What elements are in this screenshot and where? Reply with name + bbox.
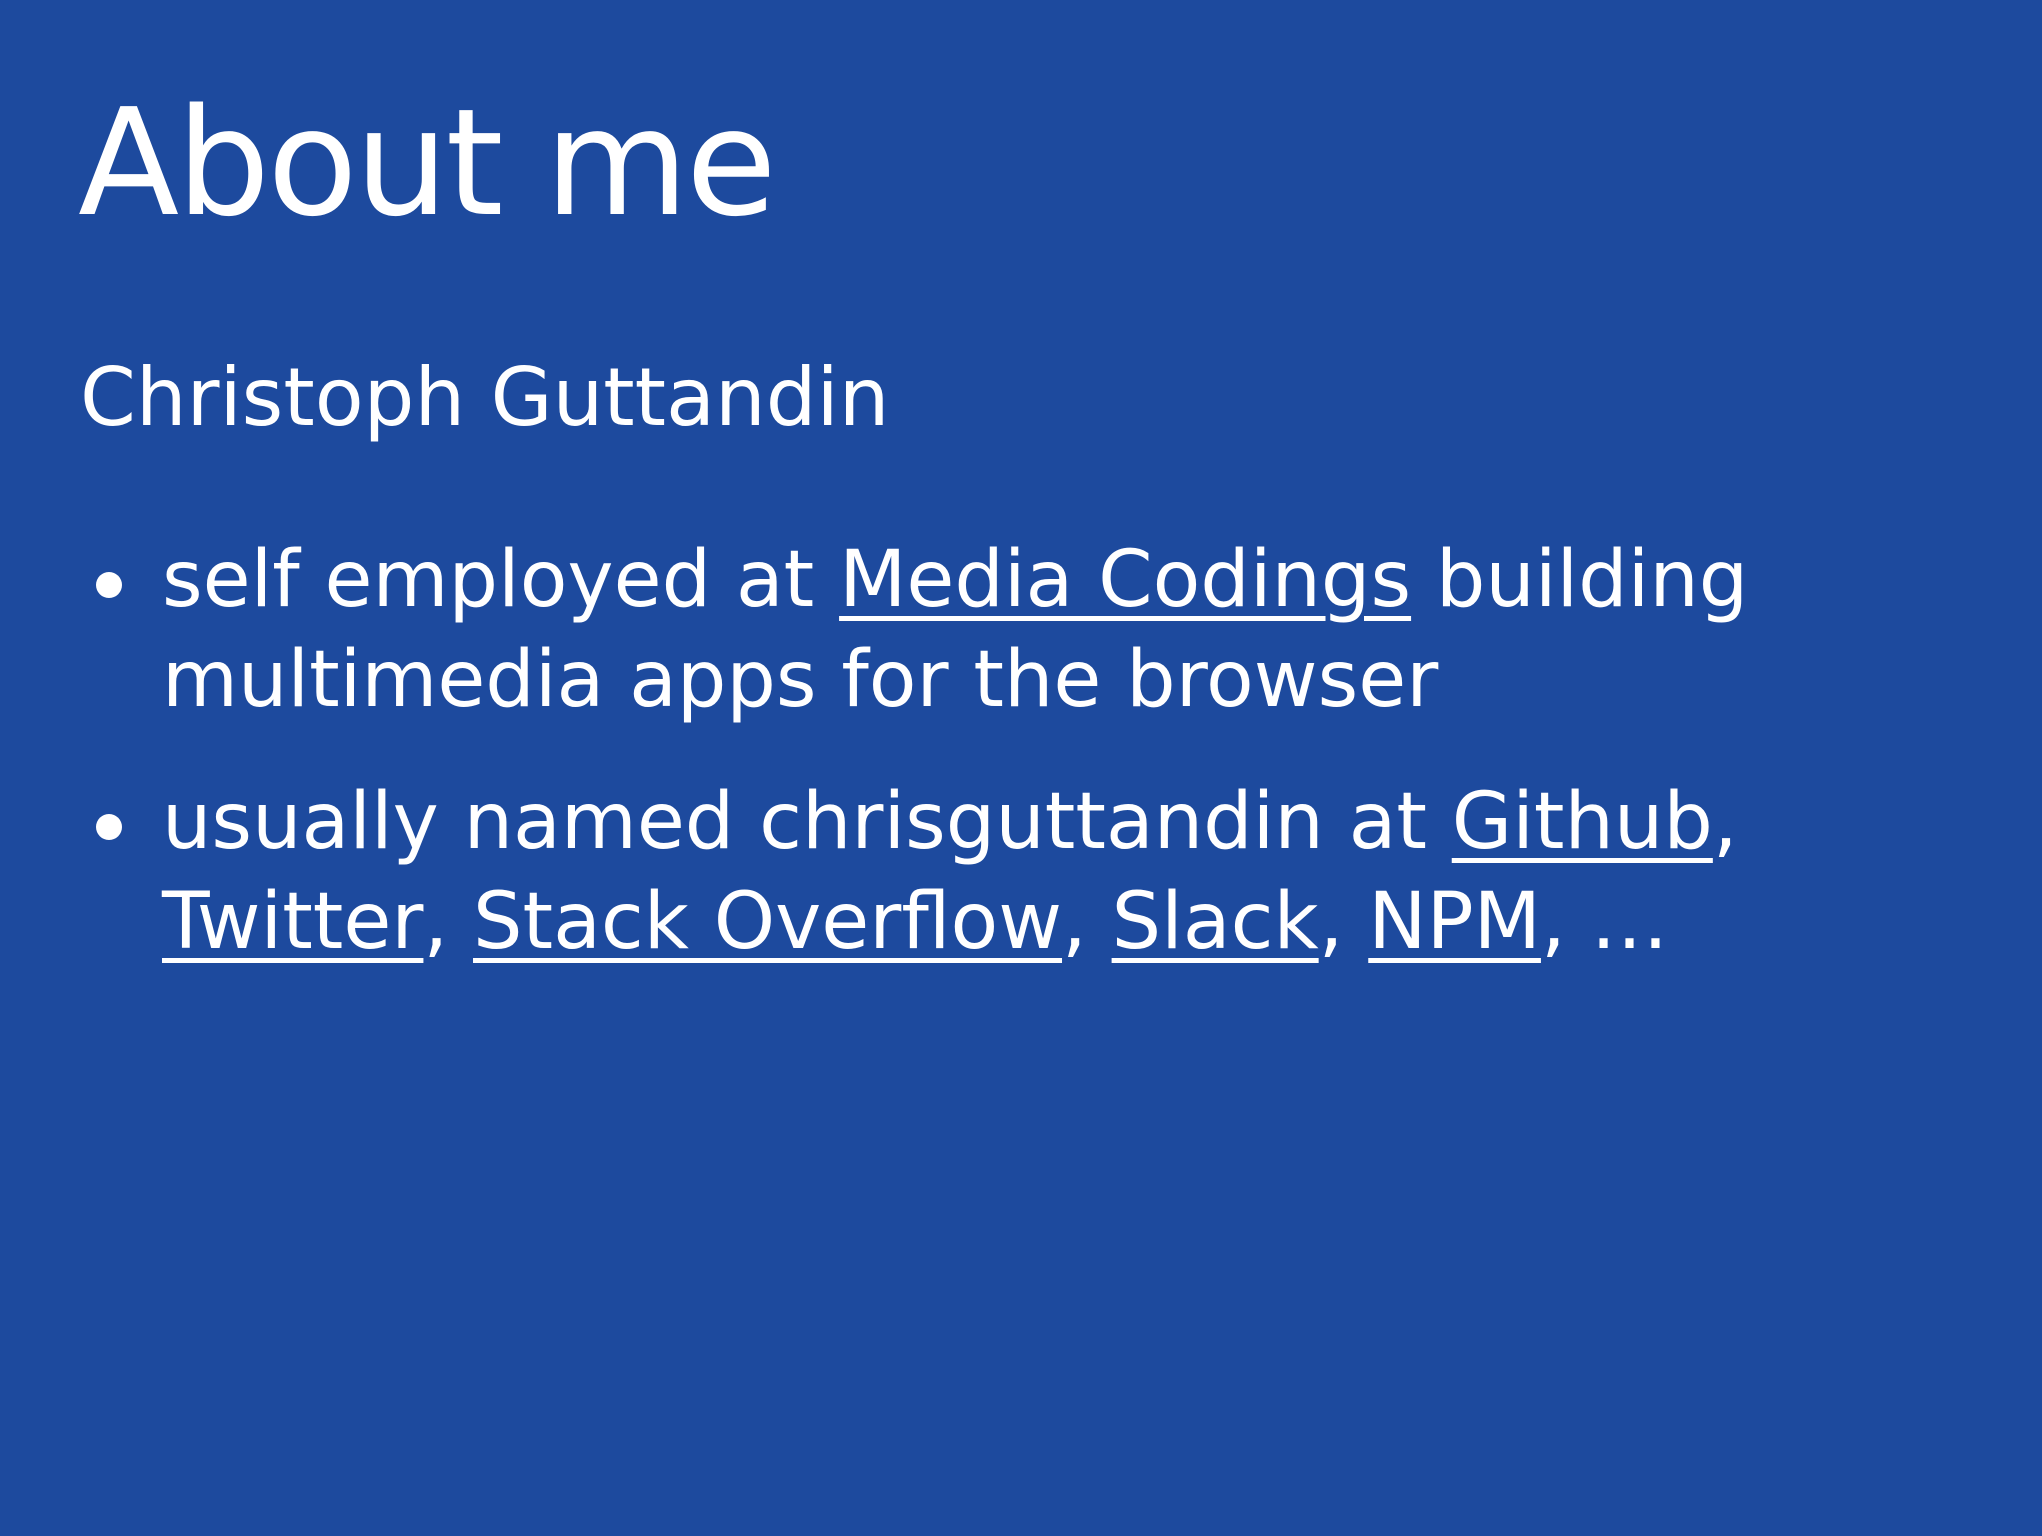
bullet-text: building — [1411, 535, 1749, 625]
separator: , — [1318, 877, 1369, 967]
separator: , — [423, 877, 474, 967]
slide-subtitle: Christoph Guttandin — [80, 351, 890, 444]
link-slack[interactable]: Slack — [1111, 877, 1319, 967]
list-item: usually named chrisguttandin at Github , … — [80, 772, 1940, 972]
bullet-line: multimedia apps for the browser — [162, 635, 1439, 725]
slide-title: About me — [78, 77, 777, 249]
bullet-dot-icon — [96, 814, 122, 840]
list-item: self employed at Media Codings building … — [80, 530, 1940, 730]
separator: , — [1712, 777, 1738, 867]
link-github[interactable]: Github — [1451, 777, 1713, 867]
ellipsis: , … — [1540, 877, 1669, 967]
bullet-line: self employed at Media Codings building — [162, 530, 1940, 630]
link-npm[interactable]: NPM — [1368, 877, 1541, 967]
bullet-line: usually named chrisguttandin at Github, — [162, 772, 1940, 872]
bullet-text: self employed at — [162, 535, 840, 625]
link-twitter[interactable]: Twitter — [162, 877, 424, 967]
bullet-line: Twitter, Stack Overflow, Slack, NPM, … — [162, 872, 1940, 972]
link-media-codings[interactable]: Media Codings — [839, 535, 1412, 625]
link-stack-overflow[interactable]: Stack Overflow — [473, 877, 1063, 967]
bullet-text: usually named chrisguttandin at — [162, 777, 1452, 867]
separator: , — [1062, 877, 1112, 967]
bullet-dot-icon — [96, 572, 122, 598]
bullet-list: self employed at Media Codings building … — [80, 530, 1940, 1014]
